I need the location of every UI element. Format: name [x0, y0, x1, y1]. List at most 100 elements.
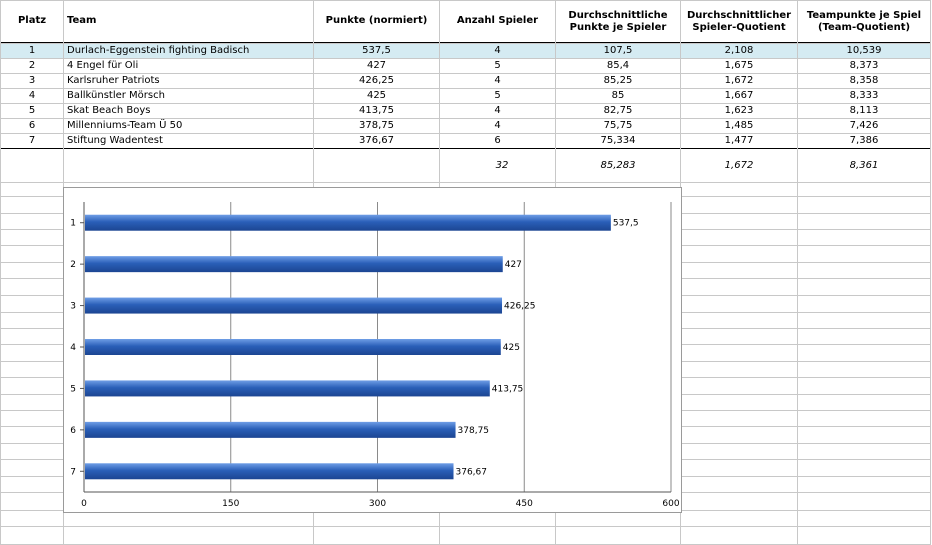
header-dsq-line1: Durchschnittlicher [686, 10, 792, 21]
grid-row-line [0, 182, 930, 183]
grid-column-line [0, 0, 1, 545]
table-cell-dsq[interactable]: 1,675 [724, 60, 754, 71]
table-cell-team[interactable]: Karlsruher Patriots [67, 75, 160, 86]
bar-value-label: 378,75 [458, 426, 490, 436]
y-tick-label: 3 [70, 302, 76, 312]
table-cell-team[interactable]: Ballkünstler Mörsch [67, 90, 165, 101]
header-team[interactable]: Team [67, 15, 97, 26]
table-cell-platz[interactable]: 5 [28, 105, 36, 116]
bar-value-label: 376,67 [456, 467, 488, 477]
bar-value-label: 537,5 [613, 219, 639, 229]
table-cell-anzahl[interactable]: 4 [494, 45, 501, 56]
grid-row-line [0, 0, 930, 1]
bar-value-label: 413,75 [492, 384, 523, 394]
chart-bar [85, 421, 456, 438]
total-anzahl[interactable]: 32 [495, 160, 509, 171]
highlighted-row-background [1, 44, 930, 58]
table-cell-anzahl[interactable]: 4 [494, 120, 501, 131]
table-cell-dpps[interactable]: 75,75 [603, 120, 633, 131]
table-cell-team[interactable]: Skat Beach Boys [67, 105, 151, 116]
table-cell-team[interactable]: Durlach-Eggenstein fighting Badisch [67, 45, 250, 56]
table-cell-dpps[interactable]: 85 [611, 90, 625, 101]
header-platz[interactable]: Platz [17, 15, 47, 26]
table-cell-punkte[interactable]: 413,75 [359, 105, 394, 116]
table-cell-punkte[interactable]: 537,5 [362, 45, 391, 56]
x-tick-label: 450 [516, 499, 533, 509]
bar-value-label: 425 [503, 343, 520, 353]
table-cell-dpps[interactable]: 85,4 [606, 60, 630, 71]
table-cell-punkte[interactable]: 427 [366, 60, 387, 71]
table-cell-anzahl[interactable]: 4 [494, 75, 501, 86]
table-cell-tps[interactable]: 7,426 [849, 120, 879, 131]
table-cell-tps[interactable]: 8,333 [849, 90, 879, 101]
grid-column-line [797, 0, 798, 545]
table-cell-dsq[interactable]: 1,667 [724, 90, 754, 101]
table-cell-punkte[interactable]: 378,75 [359, 120, 394, 131]
table-cell-punkte[interactable]: 376,67 [359, 135, 394, 146]
table-cell-team[interactable]: Stiftung Wadentest [67, 135, 163, 146]
table-cell-platz[interactable]: 1 [28, 45, 36, 56]
table-cell-platz[interactable]: 4 [28, 90, 36, 101]
bar-chart-svg: 0 150 300 450 600 1 537,5 2 427 3 426,25 4 425 5 413,7… [70, 202, 680, 509]
table-cell-dsq[interactable]: 1,623 [724, 105, 754, 116]
table-cell-dpps[interactable]: 82,75 [603, 105, 633, 116]
table-cell-dsq[interactable]: 1,672 [724, 75, 754, 86]
table-cell-platz[interactable]: 6 [28, 120, 36, 131]
x-tick-label: 150 [222, 499, 239, 509]
table-cell-anzahl[interactable]: 6 [494, 135, 501, 146]
table-cell-dsq[interactable]: 1,485 [724, 120, 754, 131]
table-cell-anzahl[interactable]: 5 [494, 90, 501, 101]
table-cell-anzahl[interactable]: 5 [494, 60, 501, 71]
table-cell-tps[interactable]: 7,386 [849, 135, 879, 146]
table-cell-anzahl[interactable]: 4 [494, 105, 501, 116]
table-cell-platz[interactable]: 3 [28, 75, 36, 86]
header-dsq[interactable]: Durchschnittlicher Spieler-Quotient [681, 10, 797, 34]
grid-row-line [0, 43, 930, 44]
chart-bar [85, 297, 503, 314]
table-cell-tps[interactable]: 10,539 [846, 45, 882, 56]
grid-row-line [0, 103, 930, 104]
y-tick-label: 1 [70, 219, 76, 229]
grid-row-line [0, 118, 930, 119]
table-cell-team[interactable]: 4 Engel für Oli [67, 60, 139, 71]
table-cell-platz[interactable]: 2 [28, 60, 36, 71]
chart-bar [85, 463, 454, 480]
bar-value-label: 427 [505, 260, 522, 270]
chart-bar [85, 256, 503, 273]
table-cell-dpps[interactable]: 107,5 [603, 45, 633, 56]
header-dpps-line2: Punkte je Spieler [569, 22, 667, 33]
table-cell-tps[interactable]: 8,358 [849, 75, 879, 86]
y-tick-label: 6 [70, 426, 76, 436]
total-dsq[interactable]: 1,672 [724, 160, 754, 171]
table-cell-dsq[interactable]: 1,477 [724, 135, 754, 146]
header-dsq-line2: Spieler-Quotient [692, 22, 786, 33]
bar-value-label: 426,25 [504, 302, 536, 312]
x-tick-label: 300 [369, 499, 386, 509]
grid-row-line [0, 526, 930, 527]
table-cell-punkte[interactable]: 425 [366, 90, 387, 101]
table-cell-platz[interactable]: 7 [28, 135, 36, 146]
y-tick-label: 7 [70, 467, 76, 477]
total-dpps[interactable]: 85,283 [600, 160, 636, 171]
total-tps[interactable]: 8,361 [849, 160, 879, 171]
header-tps[interactable]: Teampunkte je Spiel (Team-Quotient) [798, 10, 930, 34]
grid-row-line [0, 42, 930, 43]
table-cell-dpps[interactable]: 85,25 [603, 75, 633, 86]
grid-row-line [0, 88, 930, 89]
header-anzahl[interactable]: Anzahl Spieler [456, 15, 539, 26]
chart-bar [85, 214, 611, 231]
grid-row-line [0, 58, 930, 59]
table-cell-tps[interactable]: 8,373 [849, 60, 879, 71]
table-cell-dsq[interactable]: 2,108 [724, 45, 754, 56]
grid-row-line [0, 148, 930, 149]
table-cell-tps[interactable]: 8,113 [849, 105, 879, 116]
header-punkte[interactable]: Punkte (normiert) [325, 15, 428, 26]
table-cell-team[interactable]: Millenniums-Team Ü 50 [67, 120, 183, 131]
y-tick-label: 2 [70, 260, 76, 270]
chart-bar [85, 380, 490, 397]
bar-chart[interactable]: 0 150 300 450 600 1 537,5 2 427 3 426,25 4 425 5 413,7… [63, 187, 682, 513]
header-dpps[interactable]: Durchschnittliche Punkte je Spieler [556, 10, 680, 34]
table-cell-punkte[interactable]: 426,25 [359, 75, 394, 86]
header-tps-line2: (Team-Quotient) [817, 22, 911, 33]
table-cell-dpps[interactable]: 75,334 [600, 135, 636, 146]
